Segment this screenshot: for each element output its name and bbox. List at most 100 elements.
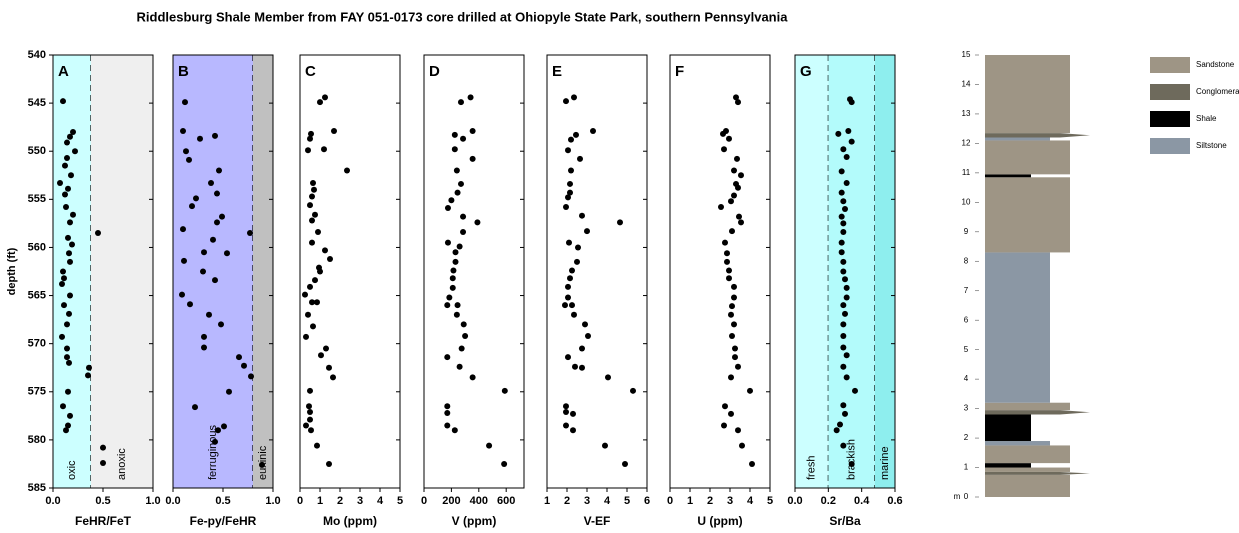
plot-frame (299, 54, 401, 489)
y-tick-label: 585 (28, 482, 46, 494)
data-point (307, 408, 313, 415)
data-point (728, 311, 734, 318)
data-point (59, 333, 65, 340)
data-point (848, 460, 855, 467)
data-point (322, 94, 328, 101)
x-axis-label: V (ppm) (452, 514, 497, 528)
data-point (565, 194, 571, 201)
data-point (731, 167, 737, 174)
layer (985, 441, 1050, 446)
data-point (310, 323, 316, 330)
legend-label: Shale (1196, 114, 1217, 123)
data-point (732, 345, 738, 352)
x-tick-label: 400 (470, 495, 488, 507)
data-point (62, 162, 68, 169)
data-point (61, 275, 67, 282)
data-point (64, 345, 70, 352)
data-point (840, 146, 847, 153)
data-point (305, 311, 311, 318)
data-point (453, 311, 460, 318)
x-tick-label: 0.4 (854, 495, 870, 507)
data-point (64, 154, 70, 161)
y-tick-label: 3 (964, 404, 969, 413)
data-point (457, 180, 464, 187)
data-point (726, 135, 732, 142)
layer (985, 467, 1070, 472)
data-point (247, 230, 253, 237)
data-point (69, 241, 75, 248)
data-point (66, 359, 72, 366)
data-point (568, 167, 574, 174)
y-tick-label: 6 (964, 315, 969, 324)
data-point (726, 267, 732, 274)
y-tick-label: 560 (28, 241, 46, 253)
data-point (724, 258, 730, 265)
zone (253, 55, 273, 488)
legend-label: Sandstone (1196, 60, 1235, 69)
data-point (67, 292, 73, 299)
data-point (582, 321, 588, 328)
layer (985, 445, 1070, 464)
data-point (302, 291, 308, 298)
data-point (95, 230, 101, 237)
data-point (63, 204, 69, 211)
data-point (64, 354, 70, 361)
data-point (848, 138, 855, 145)
x-tick-label: 0 (667, 495, 673, 507)
data-point (585, 332, 591, 339)
data-point (722, 403, 728, 410)
panel-label: A (58, 63, 69, 80)
legend-swatch (1150, 84, 1190, 100)
data-point (840, 220, 847, 227)
data-point (460, 135, 467, 142)
data-point (326, 364, 332, 371)
data-point (467, 94, 474, 101)
data-point (309, 239, 315, 246)
data-point (241, 362, 247, 369)
x-tick-label: 4 (747, 495, 754, 507)
data-point (67, 133, 73, 140)
data-point (469, 155, 476, 162)
zone (91, 55, 153, 488)
data-point (315, 229, 321, 236)
data-point (575, 244, 581, 251)
y-tick-label: 580 (28, 434, 46, 446)
panel-label: G (800, 63, 812, 80)
y-tick-label: 10 (962, 197, 971, 206)
data-point (303, 422, 309, 429)
x-tick-label: 3 (584, 495, 590, 507)
data-point (736, 213, 742, 220)
plot-frame (546, 54, 648, 489)
data-point (65, 185, 71, 192)
data-point (448, 197, 455, 204)
x-tick-label: 1 (687, 495, 693, 507)
data-point (563, 422, 569, 429)
data-point (735, 427, 741, 434)
data-point (308, 130, 314, 137)
x-tick-label: 0.5 (215, 495, 230, 507)
data-point (617, 219, 623, 226)
data-point (840, 302, 847, 309)
data-point (201, 333, 207, 340)
data-point (60, 403, 66, 410)
data-point (568, 136, 574, 143)
data-point (840, 321, 847, 328)
data-point (67, 412, 73, 419)
data-point (729, 303, 735, 310)
data-point (201, 249, 207, 256)
data-point (563, 408, 569, 415)
data-point (449, 284, 456, 291)
data-point (749, 460, 755, 467)
y-tick-label: 550 (28, 145, 46, 157)
layer (985, 463, 1031, 468)
data-point (70, 211, 76, 218)
data-point (731, 283, 737, 290)
x-tick-label: 0 (421, 495, 427, 507)
data-point (838, 249, 845, 256)
data-point (208, 179, 214, 186)
data-point (840, 332, 847, 339)
data-point (842, 276, 848, 283)
data-point (66, 250, 72, 257)
data-point (843, 179, 850, 186)
zone (875, 55, 895, 488)
